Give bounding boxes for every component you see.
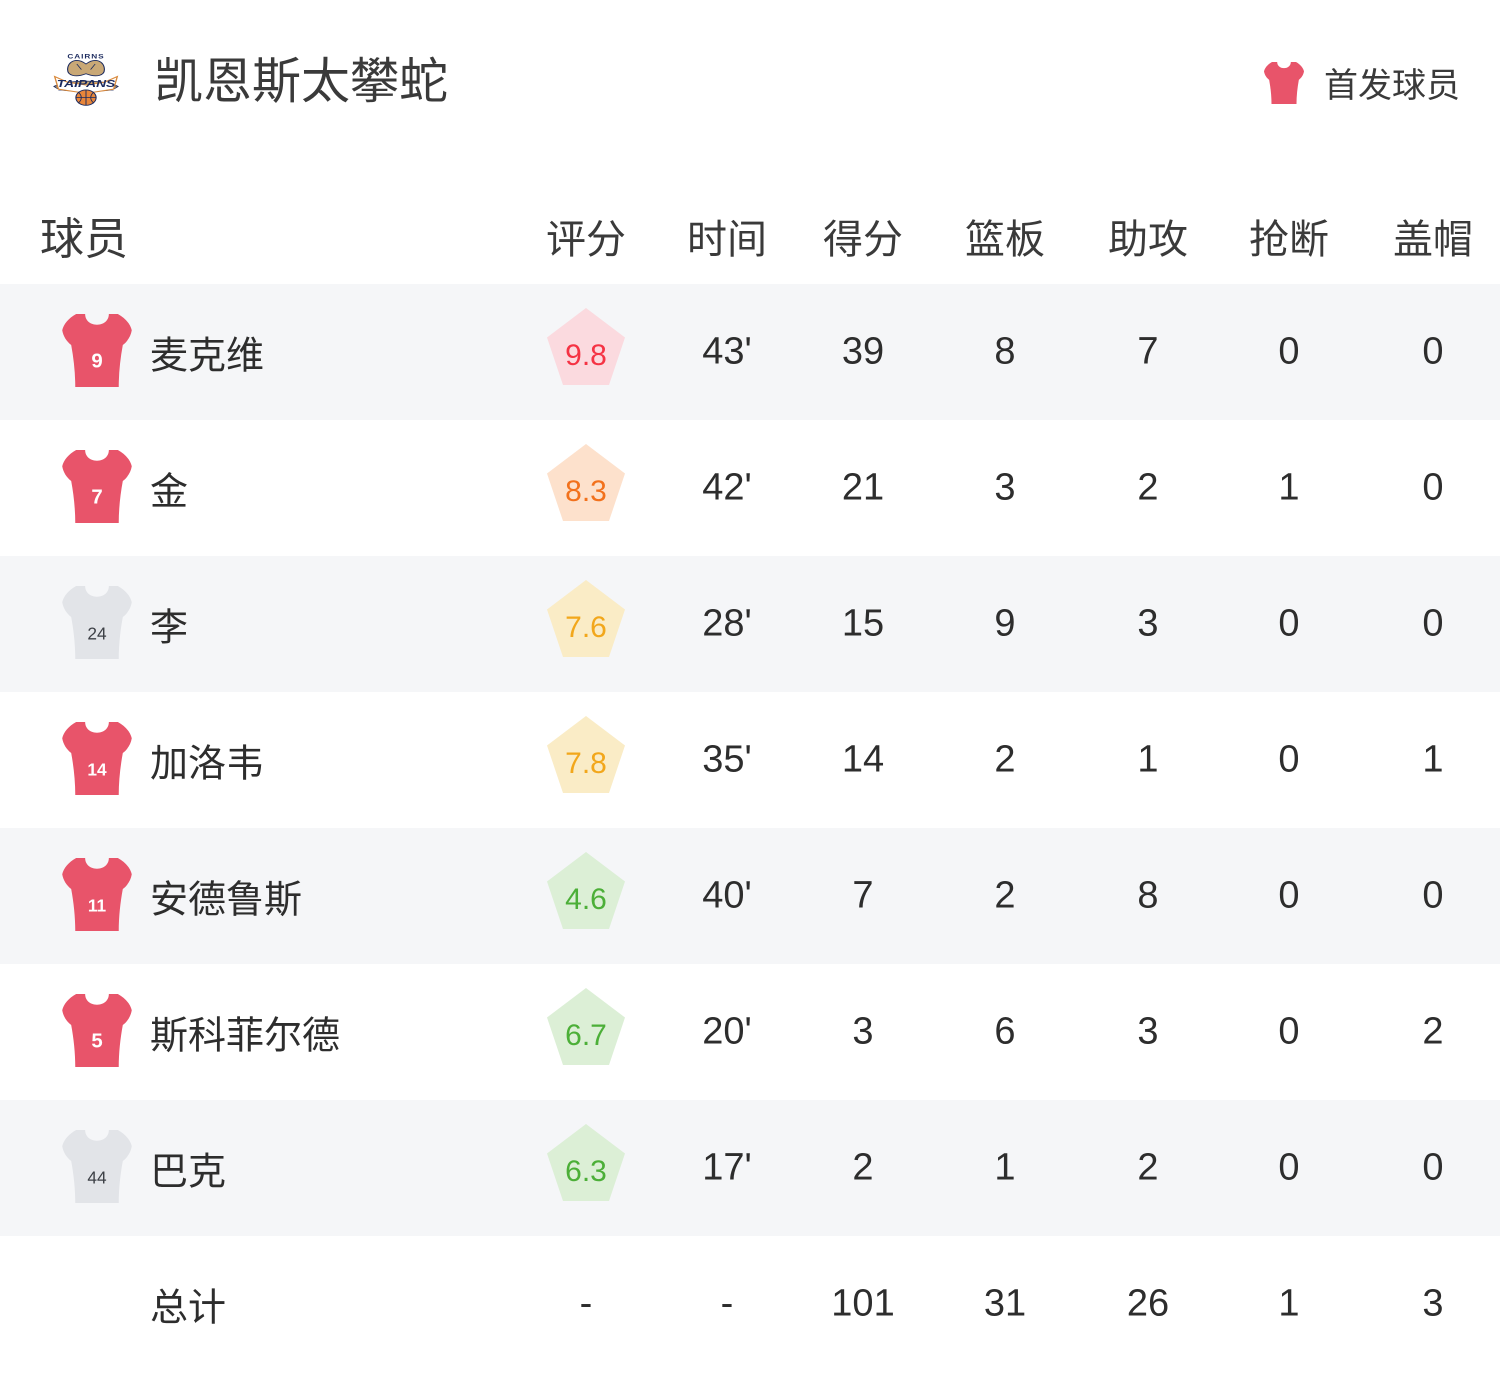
- svg-text:7: 7: [91, 486, 102, 508]
- svg-text:7.6: 7.6: [565, 611, 607, 644]
- svg-text:9.8: 9.8: [565, 339, 607, 372]
- svg-text:7.8: 7.8: [565, 747, 607, 780]
- svg-text:9: 9: [91, 350, 102, 372]
- svg-text:TAIPANS: TAIPANS: [57, 77, 116, 89]
- svg-text:14: 14: [87, 759, 107, 779]
- svg-text:11: 11: [88, 895, 107, 915]
- svg-text:4.6: 4.6: [565, 883, 607, 916]
- svg-text:6.7: 6.7: [565, 1019, 607, 1052]
- svg-text:5: 5: [91, 1030, 102, 1052]
- svg-text:24: 24: [87, 623, 107, 643]
- svg-text:44: 44: [87, 1167, 107, 1187]
- svg-text:8.3: 8.3: [565, 475, 607, 508]
- svg-text:CAIRNS: CAIRNS: [67, 52, 104, 60]
- svg-text:6.3: 6.3: [565, 1155, 607, 1188]
